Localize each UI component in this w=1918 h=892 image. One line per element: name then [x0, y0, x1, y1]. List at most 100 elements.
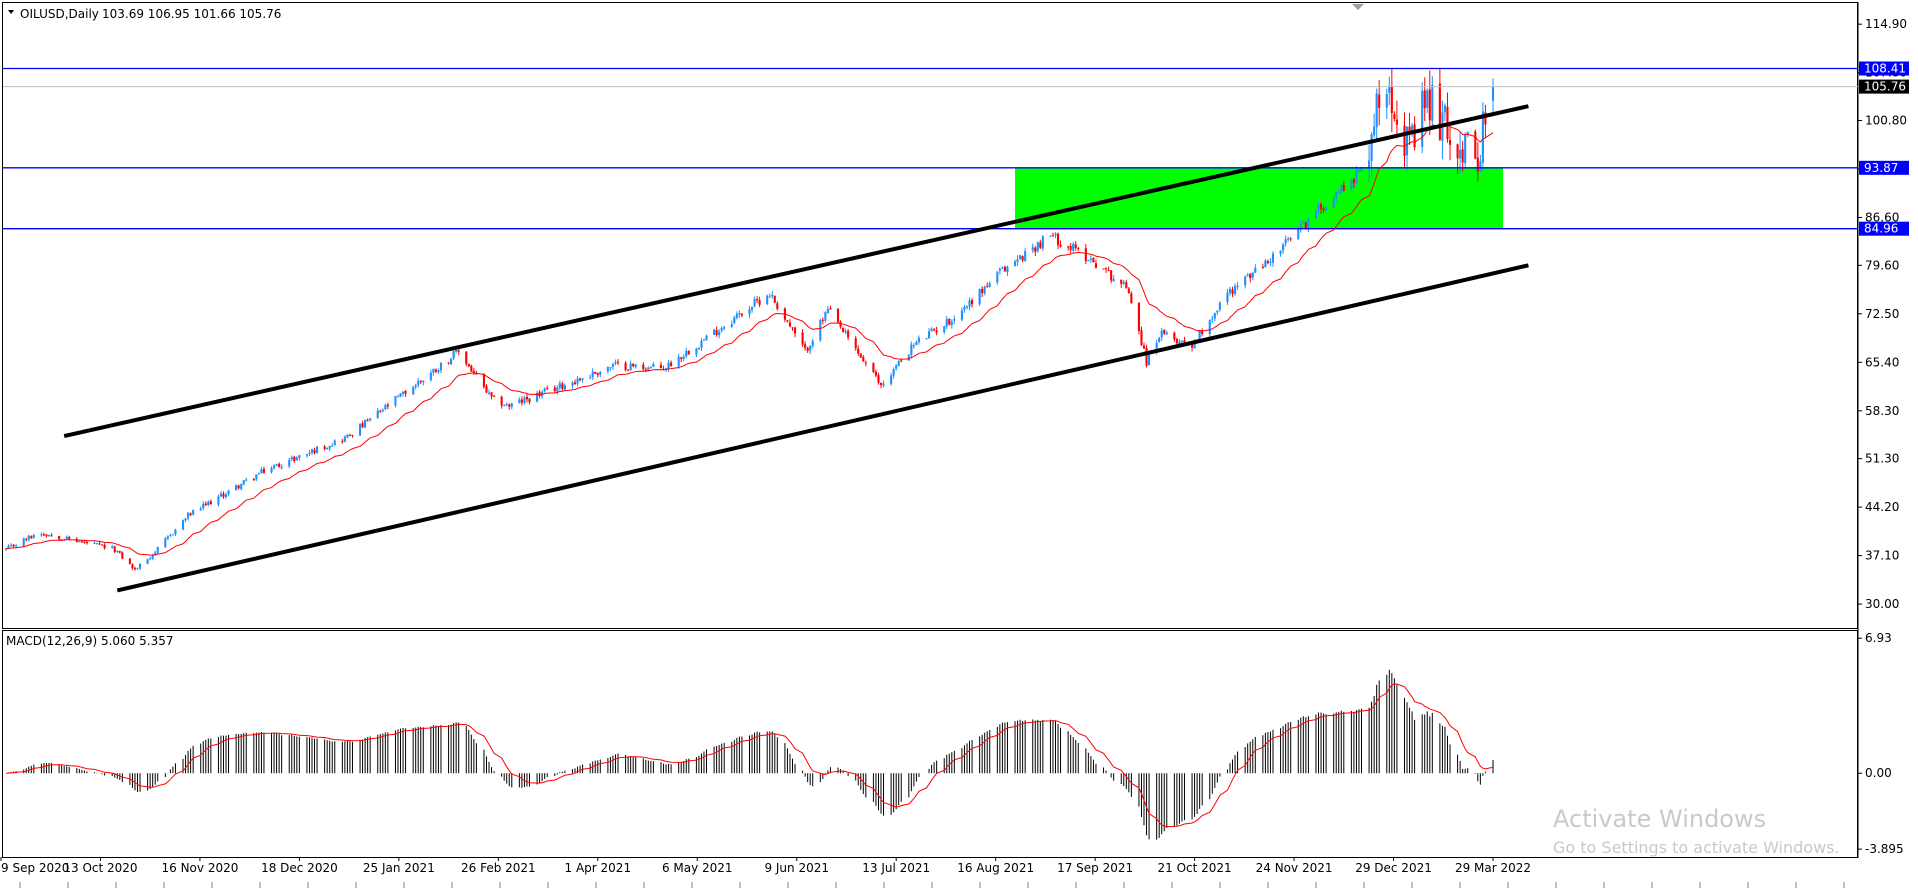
- candle-body: [1175, 339, 1178, 344]
- x-tick-label: 17 Sep 2021: [1057, 861, 1133, 875]
- candle-body: [437, 370, 440, 373]
- candle-body: [1233, 286, 1237, 294]
- candle-body: [128, 558, 131, 564]
- candle-body: [500, 396, 503, 406]
- x-tick-label: 13 Jul 2021: [862, 861, 930, 875]
- candle-body: [804, 344, 807, 348]
- candle-body: [1137, 302, 1141, 332]
- chart-shift-marker-icon[interactable]: [1352, 4, 1364, 10]
- candle-body: [917, 337, 920, 343]
- candle-body: [738, 312, 741, 315]
- candle-body: [715, 330, 718, 335]
- candle-body: [348, 434, 351, 436]
- candle-body: [305, 453, 309, 456]
- candle-body: [733, 317, 736, 324]
- candle-body: [1342, 185, 1345, 191]
- candle-body: [1198, 329, 1201, 340]
- candle-body: [1208, 320, 1211, 334]
- candle-body: [750, 307, 754, 310]
- candle-body: [65, 536, 68, 540]
- level-tag: [1859, 61, 1909, 76]
- candle-body: [806, 347, 809, 351]
- candle-body: [240, 484, 243, 489]
- x-tick-label: 29 Dec 2021: [1355, 861, 1432, 875]
- candle-body: [581, 378, 584, 380]
- candle-body: [1074, 244, 1077, 248]
- activate-windows-subtitle: Go to Settings to activate Windows.: [1553, 838, 1840, 857]
- candle-body: [1226, 292, 1229, 303]
- candle-body: [1084, 248, 1087, 262]
- candle-body: [1395, 119, 1398, 125]
- candle-body: [346, 434, 349, 438]
- candle-body: [298, 455, 301, 459]
- candle-body: [912, 345, 915, 347]
- candle-body: [1163, 330, 1166, 334]
- level-tag-label: 93.87: [1864, 161, 1898, 175]
- candle-body: [166, 536, 169, 539]
- supply-demand-zone: [1015, 167, 1504, 229]
- collapse-triangle-icon[interactable]: [8, 10, 14, 14]
- candle-body: [1352, 179, 1355, 184]
- candle-body: [1216, 310, 1219, 313]
- candle-body: [720, 327, 723, 331]
- y-tick-label: 30.00: [1865, 597, 1899, 611]
- candle-body: [1282, 244, 1285, 251]
- candle-body: [490, 392, 493, 397]
- candle-body: [1299, 223, 1302, 229]
- candle-body: [824, 312, 827, 321]
- candle-body: [361, 423, 364, 428]
- candle-body: [1350, 180, 1353, 190]
- candle-body: [890, 375, 893, 384]
- candle-body: [192, 509, 195, 515]
- candle-body: [1102, 268, 1105, 270]
- candle-body: [1405, 126, 1409, 156]
- candle-body: [609, 367, 612, 369]
- candle-body: [874, 371, 878, 376]
- candle-body: [571, 382, 574, 386]
- candle-body: [455, 350, 458, 352]
- candle-body: [518, 399, 521, 404]
- macd-signal-line: [5, 683, 1494, 827]
- candle-body: [146, 559, 149, 564]
- candle-body: [766, 295, 769, 304]
- candle-body: [1183, 340, 1186, 345]
- candle-body: [1254, 267, 1257, 273]
- candle-body: [872, 363, 875, 372]
- candle-body: [487, 392, 491, 394]
- candle-body: [670, 362, 673, 367]
- candle-body: [68, 536, 71, 539]
- activate-windows-title: Activate Windows: [1553, 805, 1766, 833]
- candle-body: [30, 536, 33, 539]
- candle-body: [331, 445, 334, 447]
- candle-body: [1385, 94, 1388, 108]
- candle-body: [1357, 169, 1361, 171]
- candle-body: [1355, 170, 1358, 184]
- candle-body: [910, 344, 913, 355]
- candle-body: [791, 327, 794, 329]
- channel-trendline: [116, 263, 1529, 593]
- candle-body: [1145, 348, 1148, 366]
- candle-body: [546, 388, 549, 390]
- candle-body: [328, 446, 331, 449]
- candle-body: [293, 456, 296, 461]
- candle-body: [475, 373, 478, 375]
- candle-body: [164, 538, 167, 548]
- candle-body: [614, 362, 617, 364]
- candle-body: [1031, 247, 1034, 251]
- axes: 114.90107.80100.8093.7086.6079.6072.5065…: [0, 17, 1909, 888]
- candle-body: [857, 348, 860, 354]
- candle-body: [149, 558, 152, 560]
- candle-body: [1056, 233, 1060, 246]
- candle-body: [836, 308, 840, 322]
- candle-body: [58, 536, 61, 540]
- candle-body: [1421, 91, 1424, 147]
- candle-body: [15, 545, 18, 547]
- candle-body: [523, 397, 526, 404]
- candle-body: [927, 331, 931, 339]
- candle-body: [634, 364, 637, 367]
- candle-body: [1390, 86, 1393, 114]
- candle-body: [1051, 235, 1055, 237]
- candle-body: [819, 319, 822, 341]
